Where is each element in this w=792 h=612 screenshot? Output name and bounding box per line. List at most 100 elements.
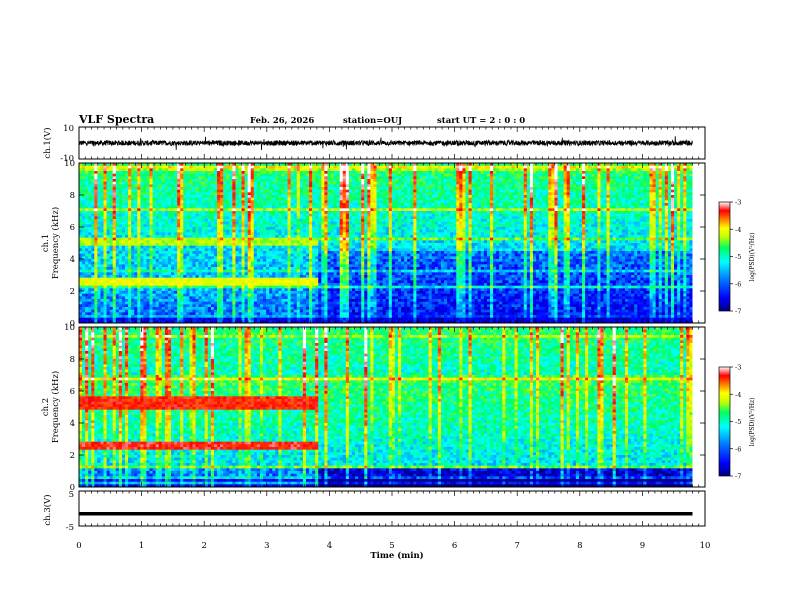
spectrogram-cell [82, 235, 86, 239]
spectrogram-cell [315, 243, 319, 247]
spectrogram-cell [223, 253, 227, 257]
spectrogram-cell [118, 187, 123, 191]
spectrogram-cell [177, 317, 181, 321]
spectrogram-cell [321, 176, 325, 180]
spectrogram-cell [146, 221, 150, 225]
spectrogram-cell [226, 267, 230, 271]
spectrogram-cell [128, 248, 132, 252]
spectrogram-cell [192, 184, 196, 188]
spectrogram-cell [180, 192, 184, 196]
spectrogram-cell [302, 248, 307, 252]
spectrogram-cell [250, 317, 255, 321]
spectrogram-cell [263, 171, 267, 175]
spectrogram-cell [253, 320, 258, 324]
spectrogram-cell [167, 197, 172, 201]
spectrogram-cell [118, 280, 123, 284]
spectrogram-cell [121, 288, 126, 292]
spectrogram-cell [164, 245, 169, 249]
spectrogram-cell [330, 219, 334, 223]
spectrogram-cell [284, 171, 288, 175]
spectrogram-cell [198, 227, 203, 231]
spectrogram-cell [79, 277, 83, 281]
spectrogram-cell [290, 320, 295, 324]
spectrogram-cell [290, 165, 295, 169]
spectrogram-cell [232, 195, 236, 199]
spectrogram-cell [189, 163, 193, 167]
spectrogram-cell [134, 251, 138, 255]
spectrogram-cell [321, 248, 325, 252]
spectrogram-cell [177, 219, 181, 223]
spectrogram-cell [293, 203, 298, 207]
spectrogram-cell [296, 227, 301, 231]
spectrogram-cell [204, 269, 209, 273]
spectrogram-cell [167, 227, 172, 231]
spectrogram-cell [91, 304, 95, 308]
spectrogram-cell [100, 243, 104, 247]
spectrogram-cell [171, 168, 175, 172]
spectrogram-cell [321, 261, 325, 265]
spectrogram-cell [250, 293, 255, 297]
spectrogram-cell [146, 307, 150, 311]
spectrogram-cell [263, 296, 267, 300]
spectrogram-cell [321, 187, 325, 191]
spectrogram-cell [318, 216, 322, 220]
spectrogram-cell [232, 309, 236, 313]
spectrogram-cell [213, 197, 218, 201]
spectrogram-cell [183, 235, 187, 239]
spectrogram-cell [220, 243, 224, 247]
spectrogram-cell [232, 248, 236, 252]
spectrogram-cell [226, 224, 230, 228]
spectrogram-cell [118, 181, 123, 185]
spectrogram-cell [266, 299, 270, 303]
spectrogram-cell [82, 309, 86, 313]
spectrogram-cell [140, 235, 144, 239]
spectrogram-cell [321, 197, 325, 201]
spectrogram-cell [128, 213, 132, 217]
spectrogram-cell [100, 235, 104, 239]
spectrogram-cell [112, 197, 117, 201]
spectrogram-cell [174, 245, 178, 249]
spectrogram-cell [180, 248, 184, 252]
spectrogram-cell [312, 248, 316, 252]
spectrogram-cell [134, 187, 138, 191]
spectrogram-cell [309, 285, 313, 289]
spectrogram-cell [287, 261, 292, 265]
spectrogram-cell [330, 221, 334, 225]
spectrogram-cell [299, 165, 304, 169]
spectrogram-cell [106, 203, 111, 207]
spectrogram-cell [312, 299, 316, 303]
spectrogram-cell [155, 309, 160, 313]
spectrogram-cell [278, 179, 282, 183]
spectrogram-cell [235, 195, 239, 199]
spectrogram-cell [305, 309, 310, 313]
spectrogram-cell [250, 165, 255, 169]
spectrogram-cell [152, 171, 157, 175]
spectrogram-cell [312, 163, 316, 167]
spectrogram-cell [241, 320, 246, 324]
spectrogram-cell [309, 203, 313, 207]
spectrogram-cell [79, 272, 83, 276]
spectrogram-cell [296, 315, 301, 319]
spectrogram-cell [299, 184, 304, 188]
spectrogram-cell [293, 216, 298, 220]
spectrogram-cell [305, 192, 310, 196]
spectrogram-cell [315, 205, 319, 209]
spectrogram-cell [121, 165, 126, 169]
spectrogram-cell [158, 240, 163, 244]
spectrogram-cell [91, 285, 95, 289]
spectrogram-cell [140, 280, 144, 284]
spectrogram-cell [315, 224, 319, 228]
spectrogram-cell [259, 245, 264, 249]
spectrogram-cell [207, 243, 212, 247]
spectrogram-cell [290, 232, 295, 236]
spectrogram-cell [284, 179, 288, 183]
spectrogram-cell [195, 296, 200, 300]
spectrogram-cell [109, 312, 114, 316]
spectrogram-cell [281, 269, 285, 273]
spectrogram-cell [235, 288, 239, 292]
spectrogram-cell [103, 229, 108, 233]
spectrogram-cell [174, 296, 178, 300]
spectrogram-cell [149, 221, 154, 225]
spectrogram-cell [312, 203, 316, 207]
spectrogram-cell [220, 197, 224, 201]
